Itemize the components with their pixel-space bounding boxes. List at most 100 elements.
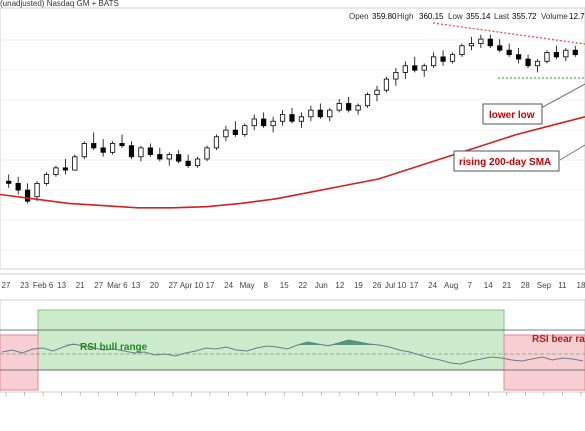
candle	[119, 134, 125, 148]
x-tick-label: 17	[410, 281, 419, 290]
symbol-line: (unadjusted) Nasdaq GM + BATS	[0, 0, 119, 8]
x-tick-label: Mar 6	[107, 281, 128, 290]
price-panel	[0, 7, 585, 270]
candle	[553, 45, 559, 60]
rsi-bear-zone-right	[503, 334, 585, 391]
x-axis: 27 23 Feb 6 13 21 27 Mar 6 13 20 27 Apr 10 17 24 May 8…	[0, 273, 585, 290]
candle	[544, 50, 550, 64]
candle	[525, 54, 531, 68]
candle	[308, 105, 314, 122]
candle	[478, 34, 484, 48]
annotation-lower-low-text: lower low	[489, 110, 535, 121]
candle	[563, 47, 569, 62]
candle	[516, 47, 522, 64]
candle	[15, 176, 21, 195]
x-tick-label: 18	[577, 281, 585, 290]
annotation-rising-sma-text: rising 200-day SMA	[459, 157, 551, 168]
low-value: 355.14	[466, 12, 491, 21]
x-tick-label: 23	[20, 281, 29, 290]
candle	[147, 143, 153, 157]
candle	[242, 123, 248, 137]
x-tick-label: Aug	[444, 281, 458, 290]
candle	[440, 50, 446, 66]
annotation-rising-sma: rising 200-day SMA	[453, 150, 560, 172]
x-tick-label: 17	[206, 281, 215, 290]
candle	[289, 107, 295, 124]
candle	[176, 150, 182, 164]
candle	[128, 141, 135, 159]
annotation-lower-low: lower low	[482, 103, 543, 125]
x-tick-label: 11	[558, 281, 567, 290]
candle	[81, 141, 87, 159]
low-label: Low	[448, 12, 463, 21]
x-tick-label: 19	[354, 281, 363, 290]
x-tick-label: 24	[428, 281, 437, 290]
candle	[194, 156, 201, 168]
x-tick-label: May	[240, 281, 255, 290]
rsi-bull-zone	[37, 309, 505, 371]
candle	[497, 39, 503, 53]
candle	[572, 45, 578, 57]
candle	[487, 34, 493, 48]
x-tick-label: 26	[373, 281, 382, 290]
volume-label: Volume	[541, 12, 568, 21]
candle	[383, 76, 390, 93]
candle	[393, 67, 399, 86]
candle	[534, 59, 541, 73]
candle	[336, 99, 342, 113]
candle	[138, 145, 144, 162]
x-tick-label: Jul 10	[385, 281, 407, 290]
candle	[185, 154, 191, 168]
candle	[270, 116, 276, 133]
candle	[468, 36, 475, 51]
chart-header: (unadjusted) Nasdaq GM + BATS Open 359.8…	[0, 0, 585, 21]
candle	[298, 112, 305, 128]
candle	[232, 121, 238, 137]
x-tick-label: 13	[131, 281, 140, 290]
candle	[412, 56, 418, 73]
resistance-line	[432, 22, 585, 45]
rsi-bull-label: RSI bull range	[80, 342, 148, 353]
candle	[279, 110, 286, 126]
open-value: 359.80	[372, 12, 397, 21]
x-tick-label: 27	[94, 281, 103, 290]
candle	[34, 181, 40, 202]
candle	[53, 165, 59, 177]
x-axis-bottom	[5, 392, 582, 396]
sma-200-line	[0, 116, 585, 209]
high-label: High	[397, 12, 413, 21]
candle	[166, 152, 172, 166]
x-tick-label: 22	[298, 281, 307, 290]
sma-pointer	[559, 144, 585, 161]
candle	[109, 141, 116, 155]
candle	[223, 125, 229, 142]
x-tick-label: Apr 10	[180, 281, 204, 290]
x-tick-label: 27	[168, 281, 177, 290]
high-value: 360.15	[419, 12, 444, 21]
candle	[346, 96, 352, 113]
candle	[327, 107, 333, 122]
candle	[449, 52, 456, 64]
candle	[72, 154, 78, 171]
candle	[6, 174, 12, 188]
candle	[317, 103, 323, 120]
candle	[62, 158, 68, 175]
rsi-bear-zone-left	[0, 334, 39, 391]
x-tick-label: 14	[484, 281, 493, 290]
x-tick-label: 8	[263, 281, 268, 290]
x-tick-label: 21	[76, 281, 85, 290]
candle	[213, 134, 220, 151]
rsi-panel: RSI bull range RSI bear ra	[0, 299, 585, 393]
candle	[261, 112, 267, 128]
x-tick-label: 7	[467, 281, 472, 290]
last-label: Last	[494, 12, 510, 21]
candle	[251, 114, 257, 131]
candle	[459, 43, 465, 57]
candle	[43, 172, 50, 186]
x-tick-label: 24	[224, 281, 233, 290]
candles	[6, 34, 578, 204]
x-tick-label: 12	[335, 281, 344, 290]
candle	[374, 85, 380, 102]
candle	[100, 139, 106, 157]
